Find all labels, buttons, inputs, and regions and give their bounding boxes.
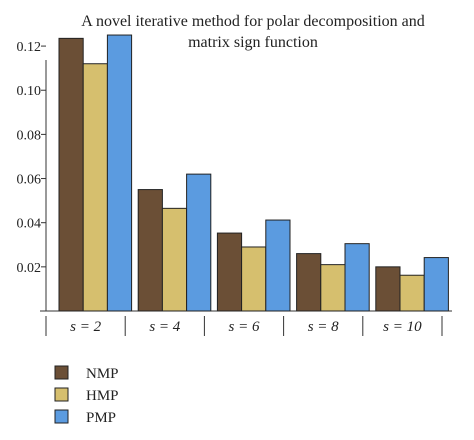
y-tick-label: 0.06: [17, 173, 42, 188]
bar-nmp-1: [58, 37, 84, 312]
legend-label-pmp: PMP: [86, 410, 116, 426]
bar-nmp-4: [296, 253, 322, 312]
bar-nmp-2: [137, 189, 163, 312]
y-tick-label: 0.10: [17, 84, 42, 99]
y-tick-label: 0.08: [17, 128, 42, 143]
category-label: s = 4: [149, 319, 180, 335]
bar-nmp-3: [216, 232, 243, 312]
bar-hmp-5: [399, 274, 425, 312]
chart-title-line: matrix sign function: [188, 34, 318, 51]
legend-swatch-nmp: [54, 365, 69, 380]
legend-swatch-pmp: [54, 409, 69, 424]
bar-pmp-3: [265, 219, 291, 312]
legend-swatch-hmp: [54, 387, 69, 402]
category-label: s = 6: [229, 319, 260, 335]
bar-hmp-3: [241, 246, 267, 312]
x-axis-labels: s = 2 s = 4 s = 6 s = 8 s = 10: [45, 316, 443, 336]
bar-hmp-1: [82, 63, 108, 312]
bar-hmp-4: [320, 264, 346, 312]
bar-nmp-5: [375, 266, 401, 312]
legend-label-hmp: HMP: [86, 388, 119, 404]
chart-title-line: A novel iterative method for polar decom…: [81, 13, 424, 30]
chart-title: A novel iterative method for polar decom…: [81, 13, 424, 51]
bar-pmp-1: [106, 34, 133, 312]
y-tick-label: 0.12: [17, 40, 42, 55]
legend: NMP HMP PMP: [54, 365, 119, 426]
category-label: s = 10: [383, 319, 422, 335]
bar-pmp-2: [186, 173, 212, 312]
legend-label-nmp: NMP: [86, 366, 119, 382]
bars: [58, 34, 449, 312]
y-tick-label: 0.02: [17, 261, 42, 276]
bar-pmp-4: [344, 243, 370, 312]
bar-hmp-2: [161, 207, 188, 312]
category-label: s = 2: [70, 319, 101, 335]
y-tick-label: 0.04: [17, 217, 42, 232]
category-label: s = 8: [308, 319, 339, 335]
bar-pmp-5: [423, 257, 449, 312]
